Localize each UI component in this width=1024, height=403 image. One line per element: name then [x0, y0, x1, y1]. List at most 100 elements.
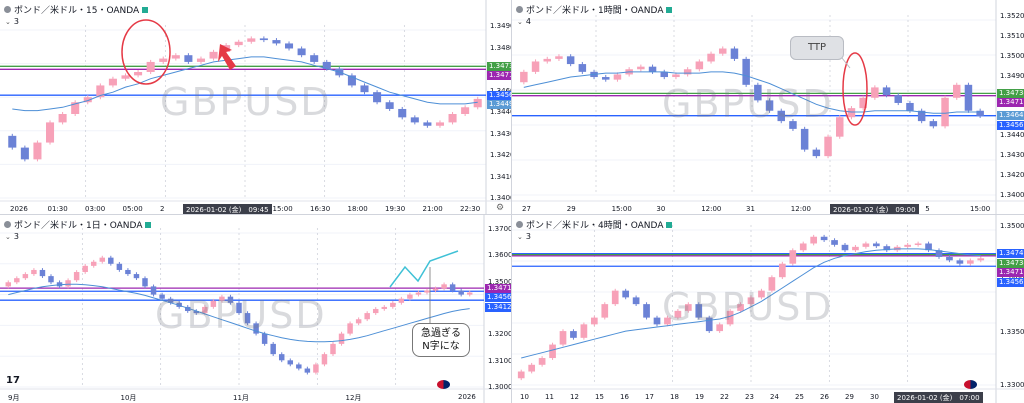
candle-body	[726, 310, 734, 325]
candle-body	[836, 117, 844, 137]
symbol-logo-icon	[516, 6, 523, 13]
price-axis-label: 1.34200	[490, 151, 511, 159]
indicator-toggle[interactable]: ⌄ 3	[5, 232, 19, 241]
time-axis-label: 19	[695, 393, 704, 401]
candle-body	[338, 333, 345, 344]
candle-body	[364, 313, 370, 320]
chart-panel-4hour[interactable]: ポンド／米ドル・4時間・OANDA ⌄3 GBPUSD 1.350001.340…	[512, 215, 1024, 403]
candle-body	[580, 324, 588, 338]
candle-body	[310, 55, 319, 62]
chevron-down-icon: ⌄	[517, 18, 523, 26]
indicator-toggle[interactable]: ⌄ 4	[517, 17, 531, 26]
candle-body	[705, 317, 713, 332]
time-axis-label: 24	[770, 393, 779, 401]
time-axis-label: 15:00	[611, 205, 632, 213]
candle-body	[660, 71, 668, 78]
candle-body	[398, 108, 407, 118]
candle-body	[372, 308, 379, 314]
tradingview-logo-icon[interactable]: 17	[6, 375, 20, 386]
candle-body	[219, 296, 225, 301]
candle-body	[730, 48, 739, 59]
time-axis-label: 23	[745, 393, 754, 401]
candlestick-chart-1day[interactable]	[0, 215, 512, 403]
candle-body	[824, 136, 832, 157]
price-tag: 1.34643	[997, 111, 1024, 121]
candle-body	[167, 298, 174, 303]
candle-body	[90, 261, 97, 266]
candle-body	[520, 71, 528, 83]
time-axis-label: 21:00	[422, 205, 443, 213]
candle-body	[99, 257, 106, 262]
candle-body	[473, 98, 482, 108]
price-axis-label: 1.32000	[488, 330, 511, 339]
chart-panel-15min[interactable]: ポンド／米ドル・15・OANDA ⌄3 GBPUSD 1.349001.3480…	[0, 0, 512, 215]
symbol-header[interactable]: ポンド／米ドル・15・OANDA	[4, 3, 149, 16]
candle-body	[461, 107, 470, 114]
candle-body	[684, 304, 692, 311]
candle-body	[754, 84, 762, 101]
price-tag: 1.34716	[487, 71, 511, 81]
candle-body	[65, 280, 71, 287]
settings-gear-icon[interactable]: ⚙	[496, 203, 505, 213]
candle-body	[549, 344, 556, 359]
candle-body	[14, 278, 20, 283]
note-text: 急過ぎる N字にな	[421, 328, 461, 352]
candle-body	[894, 95, 902, 103]
price-axis-label: 1.35000	[488, 277, 511, 286]
time-axis-label: 29	[845, 393, 854, 401]
ttp-callout: TTP	[790, 36, 844, 60]
candle-body	[758, 290, 765, 298]
symbol-header[interactable]: ポンド／米ドル・4時間・OANDA	[516, 218, 673, 231]
candle-body	[322, 61, 331, 69]
time-axis-label: 11	[545, 393, 554, 401]
candle-body	[852, 246, 859, 251]
candle-body	[883, 246, 891, 251]
symbol-header[interactable]: ポンド／米ドル・1時間・OANDA	[516, 3, 673, 16]
candle-body	[777, 110, 785, 122]
candle-body	[977, 258, 985, 261]
chart-panel-1day[interactable]: ポンド／米ドル・1日・OANDA ⌄ 3 GBPUSD 急過ぎる N字にな 1.3…	[0, 215, 512, 403]
candle-body	[133, 274, 140, 279]
candle-body	[742, 58, 750, 85]
time-axis-label: 2	[160, 205, 165, 213]
candle-body	[935, 250, 943, 257]
candle-body	[917, 110, 926, 122]
candle-body	[58, 114, 67, 123]
candle-body	[424, 290, 430, 293]
candle-body	[956, 260, 964, 264]
candlestick-chart-1hour[interactable]	[512, 0, 1024, 215]
candle-body	[247, 38, 256, 42]
candle-body	[555, 56, 563, 59]
symbol-header[interactable]: ポンド／米ドル・1日・OANDA	[4, 218, 152, 231]
moving-average-line	[523, 71, 981, 114]
time-axis-label: 17	[645, 393, 654, 401]
time-axis-label: 22	[720, 393, 729, 401]
price-axis-label: 1.34900	[1000, 71, 1024, 80]
time-axis-label: 9月	[8, 394, 20, 402]
price-axis-label: 1.36000	[488, 251, 511, 260]
candle-body	[538, 358, 546, 365]
price-axis-label: 1.34600	[490, 87, 511, 95]
time-axis-label: 30	[656, 205, 666, 213]
indicator-toggle[interactable]: ⌄ 3	[5, 17, 19, 26]
symbol-title: ポンド／米ドル・4時間・OANDA	[526, 221, 664, 231]
candle-body	[946, 256, 953, 261]
indicator-count: 3	[13, 17, 19, 26]
candle-body	[859, 97, 867, 109]
candle-body	[196, 58, 205, 62]
price-tag: 1.34127	[485, 302, 511, 312]
price-axis-label: 1.34300	[490, 129, 511, 138]
candle-body	[287, 360, 294, 365]
candle-body	[768, 277, 776, 291]
time-axis-label: 22:30	[460, 205, 481, 213]
indicator-toggle[interactable]: ⌄ 3	[517, 232, 531, 241]
candle-body	[976, 110, 984, 116]
candle-body	[46, 122, 55, 143]
candle-body	[799, 243, 807, 251]
candle-body	[707, 53, 715, 62]
candlestick-chart-15min[interactable]	[0, 0, 512, 215]
chart-panel-1hour[interactable]: ポンド／米ドル・1時間・OANDA ⌄4 GBPUSD TTP 1.352001…	[512, 0, 1024, 215]
candlestick-chart-4hour[interactable]	[512, 215, 1024, 403]
candle-body	[432, 288, 439, 291]
